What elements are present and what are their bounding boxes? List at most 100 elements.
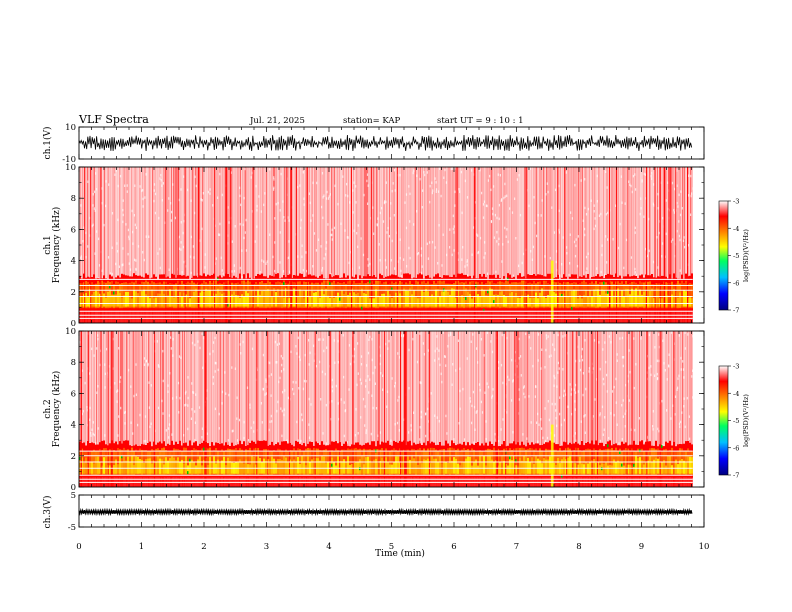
ch2-spectrogram-noise-column [539,331,540,487]
ch1-spectrogram-speckle [243,236,245,240]
ch1-spectrogram-noise-column [251,167,252,323]
ch1-spectrogram-ytick-label: 6 [71,225,76,235]
ch2-spectrogram-speckle [530,421,532,424]
ch1-spectrogram-speckle [357,245,359,249]
ch2-spectrogram-speckle [684,331,686,334]
ch2-spectrogram-speckle [276,343,278,346]
ch2-spectrogram-noise-column [331,331,332,487]
ch2-spectrogram-noise-column [396,331,397,487]
ch2-spectrogram-speckle [231,366,233,369]
ch2-spectrogram-speckle [656,359,658,363]
ch1-spectrogram-speckle [261,259,263,262]
ch1-spectrogram-speckle [396,231,398,234]
ch2-spectrogram-speckle [500,428,502,431]
ch2-spectrogram-speckle [471,421,473,425]
ch1-spectrogram-band-yellow [305,290,307,307]
ch2-spectrogram-speckle [212,375,214,379]
ch2-spectrogram-noise-column [474,331,475,487]
ch1-spectrogram-band-yellow [203,291,205,307]
ch1-spectrogram-sferic [456,167,458,323]
ch2-spectrogram-speckle [97,427,99,430]
ch1-spectrogram-noise-column [299,167,300,323]
ch1-spectrogram-band-yellow [473,296,475,307]
ch2-spectrogram-speckle [450,333,452,336]
ch2-spectrogram-speckle [120,376,122,379]
ch1-spectrogram-speckle [111,272,113,276]
ch1-spectrogram-speckle [372,206,374,209]
ch1-spectrogram-band-yellow [459,296,461,307]
ch1-spectrogram-noise-column [316,167,317,323]
ch2-spectrogram-noise-column [682,331,683,487]
ch1-spectrogram-noise-column [200,167,201,323]
ch2-spectrogram-speckle [610,341,612,344]
ch2-spectrogram-speckle [657,427,659,431]
ch2-spectrogram-noise-column [437,331,438,487]
ch1-spectrogram-band-yellow [585,290,587,307]
ch2-spectrogram-band-yellow [409,459,411,474]
ch1-spectrogram-band-orange [389,283,391,309]
ch2-spectrogram-band-yellow [419,455,421,474]
ch2-spectrogram-noise-column [570,331,571,487]
ch1-spectrogram-band-orange [581,281,583,309]
ch1-spectrogram-band-yellow [219,292,221,307]
ch1-spectrogram-speckle [551,206,553,209]
ch1-spectrogram-noise-column [125,167,126,323]
ch2-spectrogram-speckle [346,441,349,444]
ch1-spectrogram-noise-column [333,167,334,323]
ch1-spectrogram-speckle [337,202,339,206]
ch1-spectrogram-band-yellow [555,293,557,307]
ch1-spectrogram-speckle [565,171,567,174]
ch2-spectrogram-noise-column [601,331,602,487]
ch1-spectrogram-speckle [323,257,325,260]
ch1-spectrogram-noise-column [398,167,399,323]
ch2-spectrogram-band-yellow [297,457,299,474]
ch2-spectrogram-band-yellow [273,458,275,474]
ch1-spectrogram-noise-column [149,167,150,323]
ch1-spectrogram-speckle [530,250,532,253]
ch1-spectrogram-speckle [265,262,267,265]
ch2-spectrogram-band-yellow [369,460,371,474]
ch2-spectrogram-noise-column [305,331,306,487]
ch2-spectrogram-noise-column [167,331,168,487]
ch2-spectrogram-noise-column [661,331,662,487]
ch1-spectrogram-band-yellow [657,288,659,307]
ch2-spectrogram-noise-column [449,331,450,487]
ch2-spectrogram-noise-column [169,331,170,487]
ch1-spectrogram-noise-column [173,167,174,323]
ch1-spectrogram-band-yellow [321,289,323,307]
ch1-spectrogram-speckle [94,190,96,194]
ch1-spectrogram-noise-column [152,167,153,323]
ch2-spectrogram-speckle [365,431,367,435]
ch1-spectrogram-speckle [416,252,419,256]
ch1-spectrogram-noise-column [518,167,519,323]
ch2-spectrogram-band-orange [95,450,97,476]
ch1-spectrogram-band-yellow [539,292,541,307]
ch2-spectrogram-speckle [682,368,685,371]
ch2-spectrogram-speckle [116,390,118,393]
ch2-spectrogram-noise-column [288,331,289,487]
ch1-spectrogram-noise-column [182,167,183,323]
ch2-spectrogram-noise-column [309,331,310,487]
ch1-spectrogram-speckle [385,181,387,184]
ch2-spectrogram-speckle [562,368,564,371]
ch1-spectrogram-noise-column [370,167,371,323]
ch2-spectrogram-band-orange [507,451,509,476]
ch2-spectrogram-speckle [117,389,119,392]
ch2-spectrogram-band-yellow [535,456,537,474]
ch1-spectrogram-speckle [105,204,107,208]
ch1-spectrogram-noise-column [472,167,473,323]
ch1-spectrogram-band-yellow [157,293,159,307]
ch2-spectrogram-band-yellow [109,465,111,474]
ch1-spectrogram-noise-column [153,167,154,323]
ch2-spectrogram-noise-column [528,331,529,487]
ch2-spectrogram-speckle [523,385,525,388]
ch1-spectrogram-noise-column [217,167,218,323]
ch1-spectrogram-speckle [363,193,365,197]
ch1-spectrogram-band-yellow [97,292,99,307]
ch1-spectrogram-noise-column [392,167,393,323]
ch1-spectrogram-speckle [452,227,454,231]
ch2-spectrogram-speckle [236,439,239,442]
ch1-spectrogram-band-yellow [621,290,623,307]
ch1-spectrogram-noise-column [123,167,124,323]
ch1-spectrogram-band-yellow [633,290,635,307]
